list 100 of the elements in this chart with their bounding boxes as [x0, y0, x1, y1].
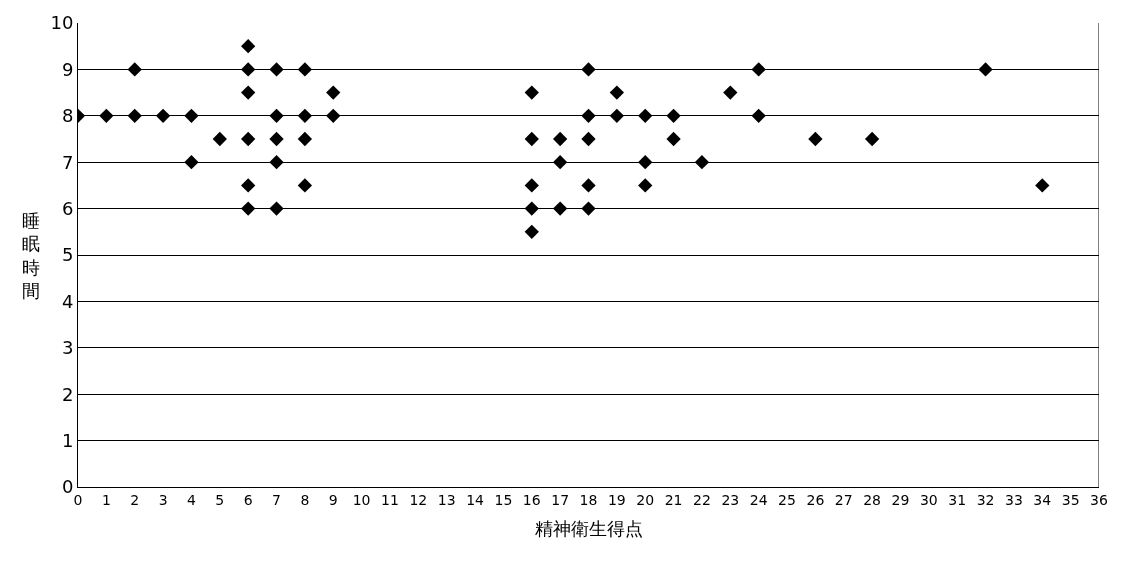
x-tick-label: 31	[948, 491, 967, 508]
point	[694, 155, 710, 170]
x-tick-label: 14	[466, 491, 485, 508]
point	[297, 178, 313, 193]
point	[751, 108, 766, 123]
x-tick-label: 8	[300, 491, 310, 508]
point	[99, 108, 114, 123]
y-tick-label: 9	[61, 58, 74, 80]
point	[184, 108, 199, 123]
point	[581, 62, 596, 77]
x-tick-label: 30	[919, 491, 938, 508]
point	[723, 85, 738, 100]
point	[241, 178, 256, 193]
point	[241, 62, 256, 77]
point	[269, 108, 284, 123]
x-tick-label: 20	[636, 491, 655, 508]
x-tick-label: 11	[381, 491, 399, 508]
x-tick-label: 29	[891, 491, 910, 508]
point	[297, 62, 313, 77]
x-tick-label: 36	[1090, 491, 1108, 508]
point	[638, 108, 653, 123]
point	[269, 131, 284, 147]
point	[524, 85, 539, 100]
point	[552, 131, 568, 147]
point	[638, 178, 653, 193]
x-tick-label: 5	[215, 491, 225, 508]
x-tick-label: 22	[693, 491, 711, 508]
x-tick-label: 17	[551, 491, 570, 508]
x-tick-label: 16	[522, 491, 541, 508]
x-tick-label: 26	[806, 491, 825, 508]
point	[751, 62, 766, 77]
y-tick-label: 2	[61, 383, 74, 405]
y-axis-title: 睡眠時間	[22, 210, 40, 302]
point	[241, 39, 256, 54]
x-tick-label: 1	[101, 491, 111, 508]
x-tick-label: 12	[409, 491, 428, 508]
point	[524, 224, 539, 239]
point	[666, 108, 681, 123]
point	[241, 131, 256, 147]
point	[524, 131, 539, 147]
y-tick-label: 5	[61, 244, 74, 266]
x-tick-label: 34	[1033, 491, 1052, 508]
x-tick-label: 21	[664, 491, 683, 508]
x-tick-label: 18	[579, 491, 598, 508]
x-tick-label: 4	[186, 491, 196, 508]
x-tick-label: 6	[243, 491, 253, 508]
point	[552, 155, 568, 170]
point	[155, 108, 171, 123]
point	[581, 201, 596, 216]
point	[212, 131, 227, 147]
x-tick-label: 7	[272, 491, 281, 508]
y-tick-label: 8	[61, 105, 74, 127]
point	[524, 178, 539, 193]
point	[978, 62, 993, 77]
y-tick-label: 3	[61, 337, 74, 359]
point	[609, 108, 625, 123]
point	[241, 201, 256, 216]
point	[1035, 178, 1050, 193]
point	[326, 85, 341, 100]
point	[581, 131, 596, 147]
x-tick-label: 2	[130, 491, 140, 508]
point	[864, 131, 880, 147]
point	[326, 108, 341, 123]
x-tick-label: 3	[158, 491, 168, 508]
y-tick-label: 6	[61, 197, 74, 219]
point	[297, 131, 313, 147]
point	[808, 131, 823, 147]
x-tick-label: 27	[834, 491, 853, 508]
point	[241, 85, 256, 100]
y-tick-label: 7	[61, 151, 74, 173]
x-tick-label: 28	[863, 491, 882, 508]
x-tick-label: 35	[1061, 491, 1080, 508]
point	[666, 131, 681, 147]
x-tick-label: 23	[721, 491, 740, 508]
x-tick-label: 9	[328, 491, 338, 508]
point	[524, 201, 539, 216]
point	[184, 155, 199, 170]
point	[269, 155, 284, 170]
point	[581, 108, 596, 123]
x-axis-title: 精神衛生得点	[534, 517, 643, 539]
point	[269, 201, 284, 216]
x-tick-label: 10	[352, 491, 371, 508]
point	[297, 108, 313, 123]
x-tick-label: 13	[437, 491, 456, 508]
point	[127, 108, 142, 123]
point	[269, 62, 284, 77]
x-tick-label: 33	[1005, 491, 1023, 508]
point	[609, 85, 625, 100]
y-tick-label: 4	[61, 290, 74, 312]
x-tick-label: 32	[976, 491, 995, 508]
x-tick-label: 25	[778, 491, 796, 508]
y-tick-label: 10	[50, 12, 74, 34]
point	[127, 62, 142, 77]
x-tick-label: 24	[749, 491, 768, 508]
x-tick-label: 19	[607, 491, 626, 508]
point	[552, 201, 568, 216]
y-tick-label: 1	[61, 429, 74, 451]
x-tick-label: 15	[494, 491, 513, 508]
point	[581, 178, 596, 193]
point	[638, 155, 653, 170]
